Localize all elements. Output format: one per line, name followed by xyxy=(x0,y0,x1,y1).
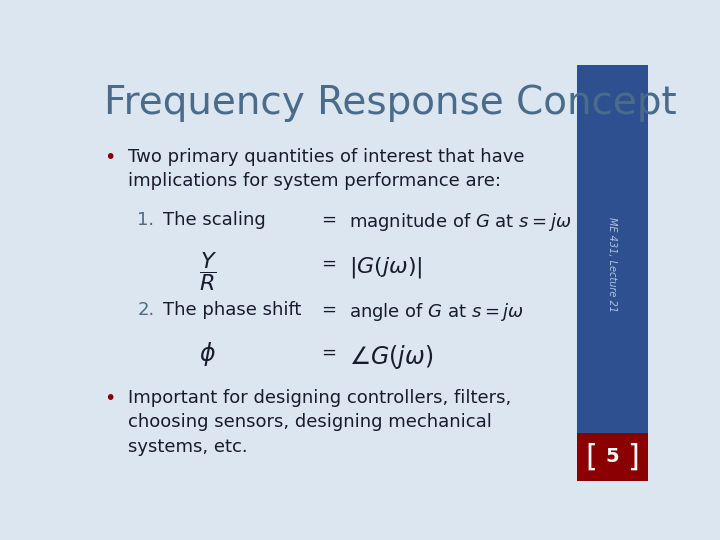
Text: $\angle G(j\omega)$: $\angle G(j\omega)$ xyxy=(349,343,433,372)
Text: magnitude of $\mathit{G}$ at $\mathit{s{=}j\omega}$: magnitude of $\mathit{G}$ at $\mathit{s{… xyxy=(349,211,572,233)
Text: ]: ] xyxy=(628,442,639,471)
Text: ME 431, Lecture 21: ME 431, Lecture 21 xyxy=(607,217,617,312)
Text: 2.: 2. xyxy=(138,301,155,319)
Text: =: = xyxy=(322,301,336,319)
Text: =: = xyxy=(322,343,336,361)
Text: •: • xyxy=(104,148,115,167)
Text: The scaling: The scaling xyxy=(163,211,265,229)
Bar xyxy=(577,433,648,481)
Text: angle of $\mathit{G}$ at $\mathit{s{=}j\omega}$: angle of $\mathit{G}$ at $\mathit{s{=}j\… xyxy=(349,301,524,323)
Text: [: [ xyxy=(585,442,597,471)
Text: =: = xyxy=(322,211,336,229)
Text: $|G(j\omega)|$: $|G(j\omega)|$ xyxy=(349,255,423,280)
Text: Frequency Response Concept: Frequency Response Concept xyxy=(104,84,677,122)
Text: =: = xyxy=(322,255,336,273)
Text: 1.: 1. xyxy=(138,211,155,229)
Text: $\phi$: $\phi$ xyxy=(199,340,215,368)
Bar xyxy=(577,65,648,481)
Text: 5: 5 xyxy=(606,447,619,466)
Text: Two primary quantities of interest that have
implications for system performance: Two primary quantities of interest that … xyxy=(128,148,524,190)
Text: $\dfrac{Y}{R}$: $\dfrac{Y}{R}$ xyxy=(199,250,217,293)
Text: The phase shift: The phase shift xyxy=(163,301,301,319)
Text: Important for designing controllers, filters,
choosing sensors, designing mechan: Important for designing controllers, fil… xyxy=(128,389,511,456)
Text: •: • xyxy=(104,389,115,408)
